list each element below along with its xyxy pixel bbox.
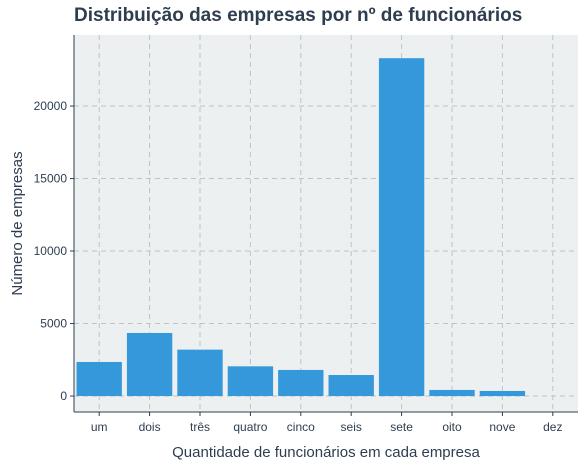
bar-oito xyxy=(429,390,474,396)
x-tick-label: quatro xyxy=(233,420,267,434)
bar-seis xyxy=(329,375,374,396)
x-tick-label: um xyxy=(91,420,108,434)
x-axis-title: Quantidade de funcionários em cada empre… xyxy=(172,444,480,461)
x-tick-label: oito xyxy=(442,420,462,434)
x-tick-label: nove xyxy=(489,420,515,434)
x-tick-label: cinco xyxy=(287,420,315,434)
bar-dois xyxy=(127,333,172,396)
bar-cinco xyxy=(278,370,323,396)
x-tick-label: sete xyxy=(390,420,413,434)
y-tick-label: 20000 xyxy=(34,99,68,113)
y-tick-labels: 0 5000 10000 15000 20000 xyxy=(34,99,74,403)
x-tick-label: dois xyxy=(139,420,161,434)
y-tick-label: 5000 xyxy=(40,317,67,331)
bar-três xyxy=(177,350,222,396)
y-tick-label: 10000 xyxy=(34,244,68,258)
x-tick-label: dez xyxy=(543,420,562,434)
y-tick-label: 0 xyxy=(60,389,67,403)
y-tick-label: 15000 xyxy=(34,172,68,186)
x-tick-label: seis xyxy=(341,420,362,434)
bar-um xyxy=(77,362,122,396)
bar-nove xyxy=(480,391,525,396)
bar-sete xyxy=(379,58,424,396)
x-tick-labels: um dois três quatro cinco seis sete oito nove dez xyxy=(91,412,563,434)
bar-quatro xyxy=(228,366,273,396)
x-tick-label: três xyxy=(190,420,210,434)
y-axis-title: Número de empresas xyxy=(9,151,26,295)
